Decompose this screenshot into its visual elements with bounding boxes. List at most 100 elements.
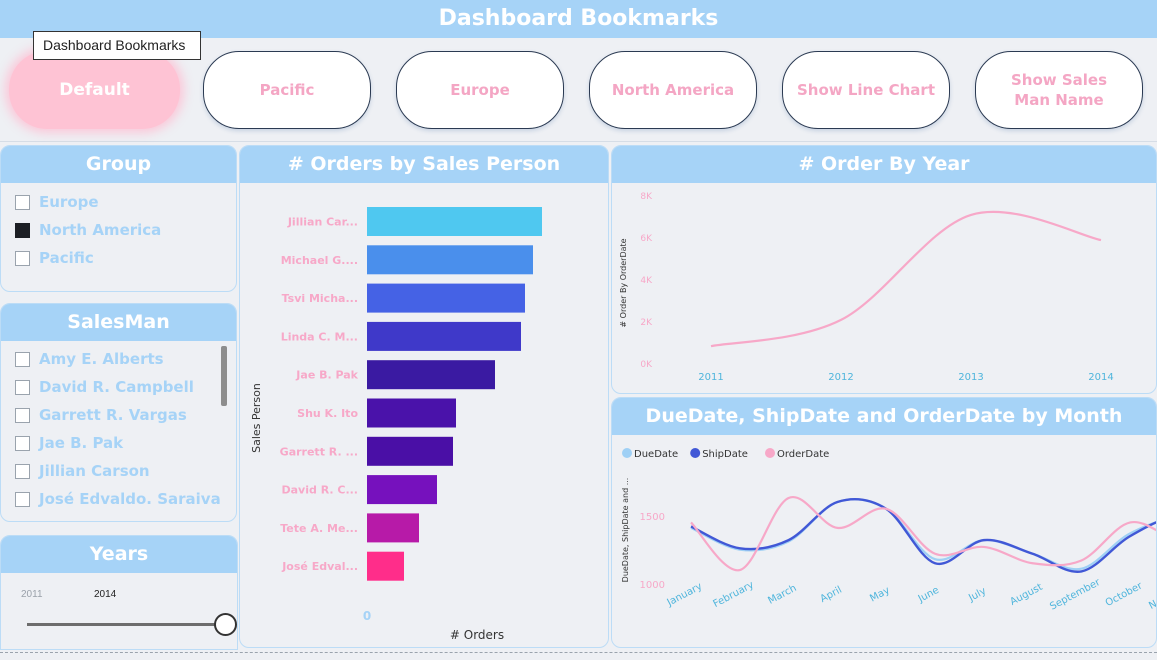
group-item-pacific[interactable]: Pacific xyxy=(1,244,236,272)
group-filter-panel: Group Europe North America Pacific xyxy=(0,145,237,292)
month-y-axis-title: DueDate, ShipDate and ... xyxy=(621,478,630,583)
year-x-tick: 2012 xyxy=(828,372,853,383)
legend-swatch-icon xyxy=(765,448,775,458)
bar-category-label: Tete A. Me... xyxy=(280,522,358,535)
legend-swatch-icon xyxy=(622,448,632,458)
group-item-label: Europe xyxy=(39,193,99,211)
month-x-tick: March xyxy=(766,583,798,607)
checkbox-icon[interactable] xyxy=(15,491,30,507)
legend-label: OrderDate xyxy=(777,449,829,460)
year-y-tick: 4K xyxy=(640,276,653,286)
bar[interactable] xyxy=(367,513,419,543)
year-x-tick: 2013 xyxy=(958,372,983,383)
month-x-tick: May xyxy=(868,585,891,604)
year-x-tick: 2011 xyxy=(698,372,723,383)
dates-by-month-panel: DueDate, ShipDate and OrderDate by Month… xyxy=(611,397,1157,648)
bar-category-label: Shu K. Ito xyxy=(297,407,358,420)
bookmark-show-sales-man-name-button[interactable]: Show Sales Man Name xyxy=(975,51,1143,129)
salesman-item-label: Garrett R. Vargas xyxy=(39,406,187,424)
year-min-label: 2011 xyxy=(21,589,43,600)
salesman-filter-panel: SalesMan Amy E. Alberts David R. Campbel… xyxy=(0,303,237,522)
year-slider-track[interactable] xyxy=(27,623,223,626)
bar[interactable] xyxy=(367,436,453,466)
salesman-scrollbar[interactable] xyxy=(221,346,227,406)
bar[interactable] xyxy=(367,321,521,351)
orders-bar-chart: Sales Person # Orders 0 Jillian Car... Mi… xyxy=(250,207,542,642)
month-x-tick: September xyxy=(1048,577,1103,613)
salesman-item[interactable]: David R. Campbell xyxy=(1,373,236,401)
bookmark-default-button[interactable]: Default xyxy=(9,51,180,129)
year-max-label: 2014 xyxy=(94,589,117,600)
salesman-item[interactable]: Garrett R. Vargas xyxy=(1,401,236,429)
checkbox-icon[interactable] xyxy=(15,194,30,210)
legend-label: ShipDate xyxy=(702,449,748,460)
bar-y-axis-title: Sales Person xyxy=(250,383,263,453)
orders-by-salesperson-title: # Orders by Sales Person xyxy=(240,146,608,183)
bar-category-label: Jillian Car... xyxy=(287,216,358,229)
month-x-tick: April xyxy=(819,585,844,605)
salesman-item-label: Jillian Carson xyxy=(39,462,150,480)
month-series-line[interactable] xyxy=(690,498,1157,571)
bar-x-tick-zero: 0 xyxy=(363,609,371,623)
month-x-tick: February xyxy=(711,579,755,610)
order-by-year-panel: # Order By Year # Order By OrderDate 0K 2… xyxy=(611,145,1157,394)
dates-by-month-title: DueDate, ShipDate and OrderDate by Month xyxy=(612,398,1156,435)
salesman-item-label: Jae B. Pak xyxy=(39,434,124,452)
month-series-line[interactable] xyxy=(690,495,1157,572)
checkbox-icon[interactable] xyxy=(15,379,30,395)
bookmark-north-america-button[interactable]: North America xyxy=(589,51,757,129)
order-by-year-chart: # Order By OrderDate 0K 2K 4K 6K 8K 2011 2012 2… xyxy=(619,192,1114,383)
year-y-tick: 8K xyxy=(640,192,653,202)
month-y-tick: 1500 xyxy=(640,512,665,523)
bar-category-label: David R. C... xyxy=(282,484,359,497)
salesman-item[interactable]: Jillian Carson xyxy=(1,457,236,485)
bookmark-europe-button[interactable]: Europe xyxy=(396,51,564,129)
checkbox-checked-icon[interactable] xyxy=(15,222,30,238)
bookmark-pacific-button[interactable]: Pacific xyxy=(203,51,371,129)
salesman-item-label: David R. Campbell xyxy=(39,378,194,396)
month-y-tick: 1000 xyxy=(640,580,665,591)
years-filter-panel: Years 2011 2014 xyxy=(0,535,238,650)
group-item-north-america[interactable]: North America xyxy=(1,216,236,244)
checkbox-icon[interactable] xyxy=(15,407,30,423)
salesman-item[interactable]: José Edvaldo. Saraiva xyxy=(1,485,236,513)
year-y-tick: 0K xyxy=(640,360,653,370)
month-x-tick: August xyxy=(1008,582,1044,608)
salesman-filter-title: SalesMan xyxy=(1,304,236,341)
bar[interactable] xyxy=(367,551,404,581)
year-x-tick: 2014 xyxy=(1088,372,1113,383)
month-x-tick: July xyxy=(966,586,988,605)
salesman-item-label: Amy E. Alberts xyxy=(39,350,164,368)
bar[interactable] xyxy=(367,475,437,505)
checkbox-icon[interactable] xyxy=(15,435,30,451)
year-series-line[interactable] xyxy=(710,210,1102,348)
bottom-divider xyxy=(0,652,1157,654)
group-item-label: Pacific xyxy=(39,249,94,267)
year-y-tick: 6K xyxy=(640,234,653,244)
bar[interactable] xyxy=(367,283,525,313)
month-series-line[interactable] xyxy=(690,498,1157,573)
bar[interactable] xyxy=(367,207,542,236)
month-x-tick: June xyxy=(916,585,941,605)
bookmark-show-line-chart-button[interactable]: Show Line Chart xyxy=(782,51,950,129)
month-x-tick: November xyxy=(1147,577,1157,612)
checkbox-icon[interactable] xyxy=(15,351,30,367)
group-item-label: North America xyxy=(39,221,162,239)
legend-label: DueDate xyxy=(634,449,678,460)
salesman-item-label: José Edvaldo. Saraiva xyxy=(39,490,221,508)
bar[interactable] xyxy=(367,360,495,390)
year-slider-handle[interactable] xyxy=(214,613,237,636)
bar[interactable] xyxy=(367,398,456,428)
group-item-europe[interactable]: Europe xyxy=(1,188,236,216)
bar-category-label: José Edval... xyxy=(281,560,358,573)
salesman-item[interactable]: Amy E. Alberts xyxy=(1,345,236,373)
checkbox-icon[interactable] xyxy=(15,463,30,479)
bar[interactable] xyxy=(367,245,533,275)
bar-category-label: Tsvi Micha... xyxy=(282,292,358,305)
checkbox-icon[interactable] xyxy=(15,250,30,266)
year-y-tick: 2K xyxy=(640,318,653,328)
orders-by-salesperson-panel: # Orders by Sales Person Sales Person # … xyxy=(239,145,609,648)
order-by-year-title: # Order By Year xyxy=(612,146,1156,183)
salesman-item[interactable]: Jae B. Pak xyxy=(1,429,236,457)
